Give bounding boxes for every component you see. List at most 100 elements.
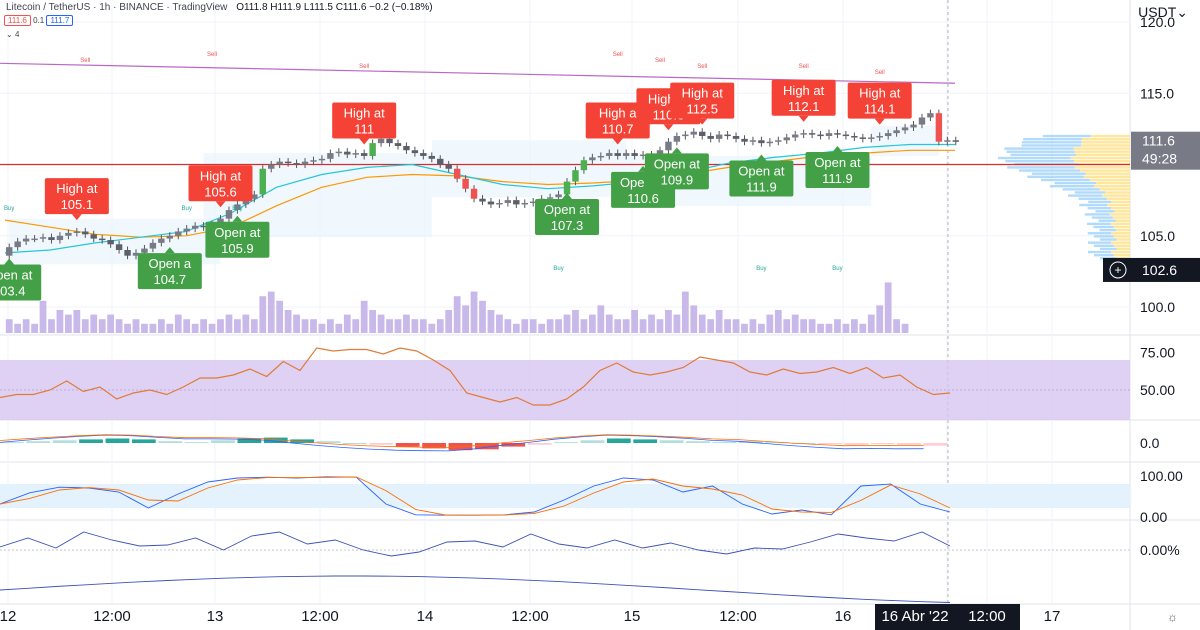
candle[interactable] <box>927 109 934 122</box>
candle[interactable] <box>614 149 621 160</box>
candle[interactable] <box>428 152 436 163</box>
candle[interactable] <box>183 225 190 236</box>
candle[interactable] <box>403 142 410 154</box>
candle[interactable] <box>98 235 106 244</box>
candle[interactable] <box>276 158 283 169</box>
candle[interactable] <box>783 133 790 144</box>
candle[interactable] <box>6 243 13 260</box>
candle[interactable] <box>699 128 706 140</box>
candle[interactable] <box>944 136 951 146</box>
candle[interactable] <box>14 237 21 251</box>
candle[interactable] <box>513 196 520 208</box>
candle[interactable] <box>327 149 334 163</box>
candle[interactable] <box>56 232 64 244</box>
candle[interactable] <box>766 138 774 147</box>
candle[interactable] <box>124 246 131 260</box>
candle[interactable] <box>572 166 579 186</box>
candle[interactable] <box>284 158 292 167</box>
candle[interactable] <box>132 249 140 260</box>
candle[interactable] <box>918 113 926 129</box>
candle[interactable] <box>504 196 512 207</box>
candle[interactable] <box>259 165 266 198</box>
candle[interactable] <box>445 160 452 173</box>
candle[interactable] <box>225 206 233 223</box>
candle[interactable] <box>200 222 207 231</box>
candle[interactable] <box>800 129 807 139</box>
candle[interactable] <box>462 175 469 193</box>
candle[interactable] <box>775 136 782 146</box>
candle[interactable] <box>580 156 588 174</box>
candle[interactable] <box>310 156 317 166</box>
candle[interactable] <box>741 135 748 146</box>
candle[interactable] <box>318 155 326 164</box>
candle[interactable] <box>724 131 731 140</box>
candle[interactable] <box>589 153 596 164</box>
candle[interactable] <box>884 129 892 140</box>
candle[interactable] <box>851 132 858 141</box>
candle[interactable] <box>115 240 123 254</box>
candle[interactable] <box>791 131 799 141</box>
candle[interactable] <box>65 229 72 240</box>
currency-label[interactable]: USDT⌄ <box>1138 4 1188 21</box>
candle[interactable] <box>369 139 376 160</box>
candle[interactable] <box>166 232 174 243</box>
candle[interactable] <box>707 132 714 143</box>
candle[interactable] <box>487 197 495 208</box>
candle[interactable] <box>606 149 613 160</box>
candle[interactable] <box>682 131 689 140</box>
candle[interactable] <box>251 190 258 203</box>
candle[interactable] <box>859 133 867 143</box>
candle[interactable] <box>935 109 943 146</box>
candle[interactable] <box>90 230 97 243</box>
candle[interactable] <box>158 235 165 247</box>
candle[interactable] <box>479 195 486 206</box>
candle[interactable] <box>808 129 816 139</box>
candle[interactable] <box>48 233 55 244</box>
indicator-toggle[interactable]: ⌄ 4 <box>6 30 19 39</box>
candle[interactable] <box>39 233 47 243</box>
candle[interactable] <box>22 235 30 246</box>
candle[interactable] <box>335 148 343 157</box>
candle[interactable] <box>834 129 841 139</box>
candle[interactable] <box>420 149 427 160</box>
candle[interactable] <box>107 236 114 248</box>
candle[interactable] <box>352 149 359 159</box>
candle[interactable] <box>344 148 351 159</box>
bid-box[interactable]: 111.6 <box>4 15 31 26</box>
candle[interactable] <box>732 132 740 143</box>
candle[interactable] <box>825 129 833 140</box>
candle[interactable] <box>234 200 241 214</box>
ask-box[interactable]: 111.7 <box>46 15 74 26</box>
candle[interactable] <box>31 235 38 243</box>
candle[interactable] <box>758 136 765 147</box>
candle[interactable] <box>73 227 81 237</box>
candle[interactable] <box>437 155 444 169</box>
candle[interactable] <box>149 239 157 253</box>
candle[interactable] <box>622 149 630 160</box>
candle[interactable] <box>868 133 875 143</box>
candle[interactable] <box>82 227 89 238</box>
candle[interactable] <box>301 158 309 169</box>
candle[interactable] <box>175 227 182 240</box>
candle[interactable] <box>191 222 199 233</box>
candle[interactable] <box>749 136 757 146</box>
candle[interactable] <box>521 199 528 208</box>
candle[interactable] <box>842 131 850 140</box>
candle[interactable] <box>690 128 697 139</box>
symbol-title[interactable]: Litecoin / TetherUS · 1h · BINANCE · Tra… <box>6 2 228 13</box>
candle[interactable] <box>910 121 917 132</box>
candle[interactable] <box>715 131 723 143</box>
candle[interactable] <box>952 136 959 146</box>
gear-icon[interactable]: ☼ <box>1167 610 1178 624</box>
candle[interactable] <box>901 123 909 134</box>
candle[interactable] <box>876 132 883 141</box>
candle[interactable] <box>597 152 605 161</box>
candle[interactable] <box>639 150 647 160</box>
candle[interactable] <box>496 199 503 208</box>
candle[interactable] <box>470 185 478 203</box>
candle[interactable] <box>394 139 402 150</box>
candle[interactable] <box>411 146 419 157</box>
candle[interactable] <box>529 197 537 207</box>
candle[interactable] <box>817 131 824 140</box>
